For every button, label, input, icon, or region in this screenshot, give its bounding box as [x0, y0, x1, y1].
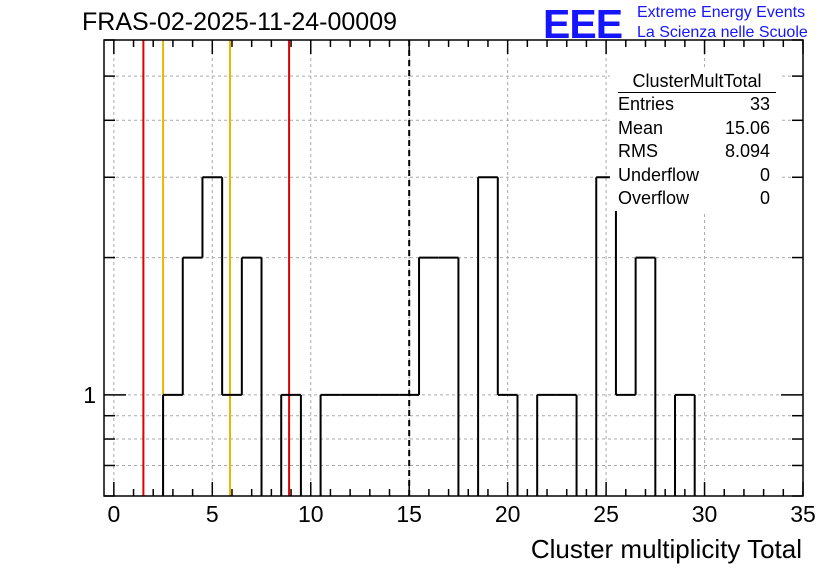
- stats-row-mean: Mean 15.06: [610, 117, 780, 141]
- marker-lines: [142, 40, 411, 496]
- logo-subtitle-2: La Scienza nelle Scuole: [637, 24, 808, 41]
- x-tick-label: 30: [692, 501, 718, 527]
- x-tick-label: 25: [593, 501, 619, 527]
- stats-row-underflow: Underflow 0: [610, 164, 780, 188]
- y-tick-label: 1: [83, 382, 96, 408]
- stats-value: 8.094: [724, 141, 770, 161]
- stats-row-entries: Entries 33: [610, 93, 780, 117]
- stats-value: 0: [759, 164, 770, 185]
- stats-box: ClusterMultTotal Entries 33 Mean 15.06 R…: [610, 70, 780, 211]
- stats-row-rms: RMS 8.094: [610, 140, 780, 164]
- x-tick-label: 35: [790, 501, 816, 527]
- chart-title: FRAS-02-2025-11-24-00009: [82, 8, 398, 36]
- x-axis-label: Cluster multiplicity Total: [530, 534, 802, 564]
- x-tick-label: 0: [107, 501, 120, 527]
- stats-label: RMS: [618, 141, 658, 161]
- stats-value: 0: [759, 188, 770, 208]
- stats-value: 15.06: [724, 117, 770, 138]
- eee-logo: EEE: [543, 1, 623, 47]
- x-tick-label: 15: [396, 501, 422, 527]
- stats-label: Underflow: [618, 164, 700, 185]
- stats-label: Mean: [618, 117, 664, 138]
- stats-value: 33: [749, 94, 770, 114]
- x-tick-label: 20: [495, 501, 521, 527]
- axes: 0 5 10 15 20 25 30 35 1: [83, 39, 816, 527]
- stats-title: ClusterMultTotal: [618, 70, 776, 93]
- histogram-series: [162, 176, 696, 496]
- x-tick-label: 10: [298, 501, 324, 527]
- plot-frame: [103, 39, 804, 497]
- x-tick-label: 5: [206, 501, 219, 527]
- logo-subtitle-1: Extreme Energy Events: [637, 4, 806, 21]
- stats-label: Entries: [618, 94, 675, 114]
- stats-label: Overflow: [618, 188, 690, 208]
- stats-row-overflow: Overflow 0: [610, 187, 780, 211]
